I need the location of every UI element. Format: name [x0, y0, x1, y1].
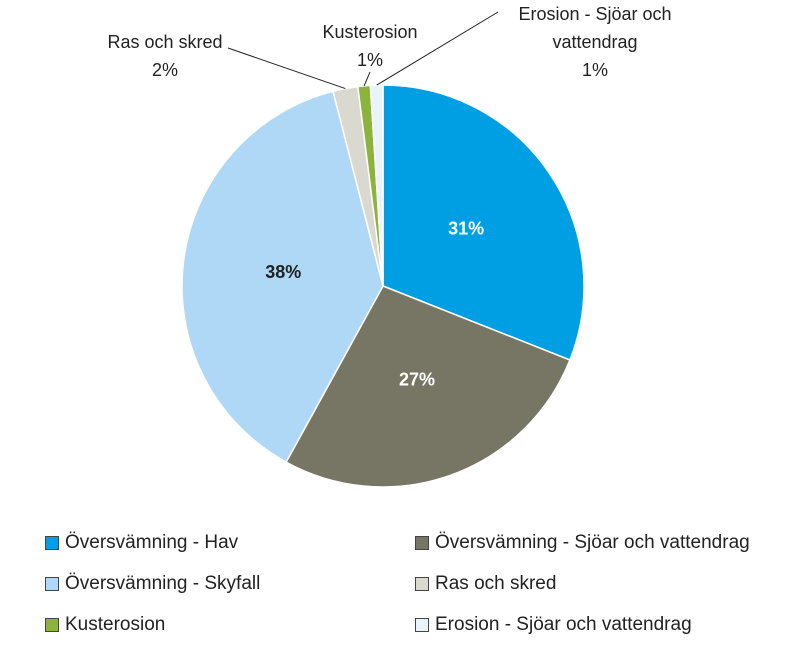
- slice-value: 1%: [356, 50, 383, 70]
- slice-value: 2%: [151, 60, 178, 80]
- data-label: 31%: [448, 218, 484, 238]
- leader-line: [227, 47, 346, 90]
- legend-label: Erosion - Sjöar och vattendrag: [435, 614, 692, 635]
- legend-label: Översvämning - Hav: [65, 532, 239, 553]
- legend-item: Ras och skred: [415, 573, 556, 595]
- slice-value: 1%: [581, 60, 608, 80]
- legend-label: Kusterosion: [65, 614, 166, 635]
- legend-item: Översvämning - Hav: [45, 532, 238, 554]
- leader-line: [376, 11, 499, 86]
- legend-swatch: [415, 536, 429, 550]
- pie-slice: [382, 84, 585, 361]
- legend-swatch: [45, 577, 59, 591]
- outside-label: Kusterosion 1%: [300, 18, 440, 74]
- pie-slice: [369, 84, 384, 287]
- legend-label: Översvämning - Skyfall: [65, 573, 261, 594]
- slice-name: Kusterosion: [322, 22, 418, 42]
- data-label: 27%: [399, 369, 435, 389]
- legend-item: Kusterosion: [45, 614, 165, 636]
- legend-swatch: [45, 618, 59, 632]
- legend-item: Erosion - Sjöar och vattendrag: [415, 614, 692, 636]
- leader-line: [363, 71, 371, 87]
- legend-label: Översvämning - Sjöar och vattendrag: [435, 532, 750, 553]
- outside-label: Erosion - Sjöar och vattendrag 1%: [500, 0, 690, 84]
- legend-item: Översvämning - Sjöar och vattendrag: [415, 532, 750, 554]
- legend-label: Ras och skred: [435, 573, 557, 594]
- legend-swatch: [415, 618, 429, 632]
- slice-name: Ras och skred: [107, 32, 223, 52]
- slice-name: Erosion - Sjöar och vattendrag: [518, 4, 672, 52]
- legend-swatch: [415, 577, 429, 591]
- legend-item: Översvämning - Skyfall: [45, 573, 260, 595]
- data-label: 38%: [265, 262, 301, 282]
- pie-slice: [181, 90, 384, 464]
- outside-label: Ras och skred 2%: [95, 28, 235, 84]
- legend-swatch: [45, 536, 59, 550]
- pie-slice: [285, 285, 571, 488]
